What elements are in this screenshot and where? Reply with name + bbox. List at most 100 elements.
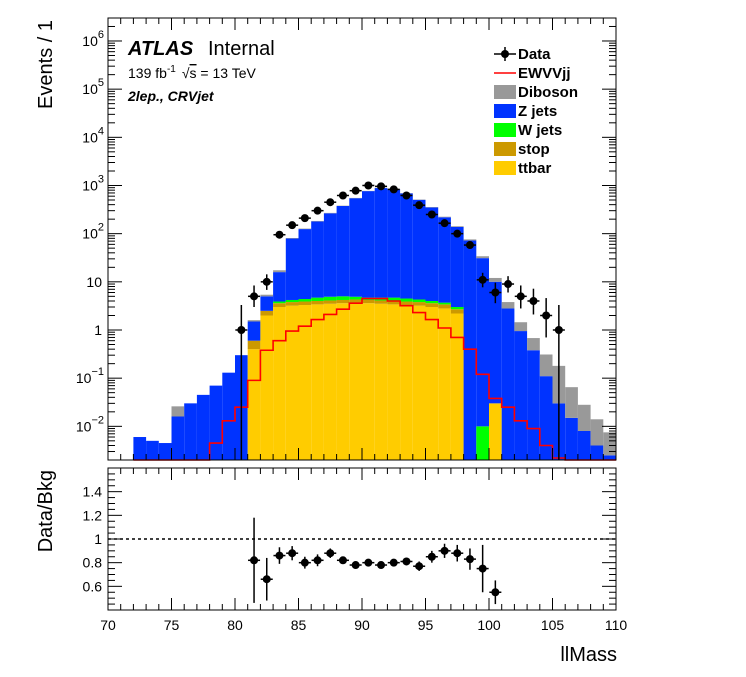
ratio-point xyxy=(479,565,487,573)
x-tick-label: 85 xyxy=(291,617,307,633)
legend-label: Diboson xyxy=(518,84,578,101)
hist-bin-z-jets xyxy=(146,441,159,460)
hist-bin-stop xyxy=(451,309,464,313)
hist-bin-stop xyxy=(375,300,388,303)
ratio-point xyxy=(453,549,461,557)
ratio-point xyxy=(288,549,296,557)
hist-bin-z-jets xyxy=(197,395,210,460)
hist-bin-z-jets xyxy=(159,443,172,460)
legend-swatch-z-jets xyxy=(494,104,516,118)
data-point xyxy=(390,185,398,193)
hist-bin-ttbar xyxy=(248,349,261,460)
hist-bin-diboson xyxy=(502,302,515,308)
sqrt-argument: s xyxy=(190,65,197,81)
hist-bin-stop xyxy=(400,302,413,305)
data-point xyxy=(466,241,474,249)
hist-bin-ttbar xyxy=(413,306,426,460)
hist-bin-diboson xyxy=(540,354,553,376)
data-point xyxy=(364,181,372,189)
hist-bin-z-jets xyxy=(286,239,299,300)
region-label: 2lep., CRVjet xyxy=(127,88,215,104)
hist-bin-diboson xyxy=(565,387,578,418)
atlas-logo-text: ATLAS xyxy=(127,38,194,60)
ratio-points xyxy=(108,518,616,604)
main-y-tick-label: 103 xyxy=(82,173,104,193)
hist-bin-stop xyxy=(413,302,426,306)
data-point xyxy=(377,182,385,190)
hist-bin-z-jets xyxy=(540,376,553,460)
hist-bin-z-jets xyxy=(260,296,273,311)
data-point xyxy=(263,278,271,286)
hist-bin-z-jets xyxy=(210,386,223,460)
ratio-point xyxy=(428,553,436,561)
hist-bin-stop xyxy=(299,302,312,305)
data-point xyxy=(441,219,449,227)
ratio-point xyxy=(415,562,423,570)
legend-label: ttbar xyxy=(518,160,551,177)
hist-bin-w-jets xyxy=(299,299,312,302)
atlas-status-text: Internal xyxy=(208,38,275,60)
hist-bin-ttbar xyxy=(400,305,413,460)
ratio-point xyxy=(352,561,360,569)
hist-bin-diboson xyxy=(578,405,591,431)
ratio-point xyxy=(301,559,309,567)
data-point xyxy=(288,221,296,229)
hist-bin-diboson xyxy=(527,338,540,350)
hist-bin-z-jets xyxy=(387,189,400,297)
hist-bin-ttbar xyxy=(286,306,299,460)
hist-bin-z-jets xyxy=(273,272,286,301)
hist-bin-w-jets xyxy=(337,296,350,300)
hist-bin-stop xyxy=(438,304,451,308)
hist-bin-ttbar xyxy=(324,304,337,460)
hist-bin-diboson xyxy=(248,320,261,321)
x-tick-label: 110 xyxy=(605,617,628,633)
hist-bin-diboson xyxy=(260,295,273,297)
hist-bin-z-jets xyxy=(502,308,515,460)
x-tick-label: 90 xyxy=(354,617,370,633)
hist-bin-diboson xyxy=(438,217,451,218)
hist-bin-w-jets xyxy=(476,426,489,460)
hist-bin-stop xyxy=(324,300,337,303)
data-point xyxy=(453,230,461,238)
legend-label: Data xyxy=(518,46,551,63)
data-point xyxy=(275,231,283,239)
legend-swatch-diboson xyxy=(494,85,516,99)
hist-bin-ttbar xyxy=(311,304,324,460)
data-point xyxy=(237,326,245,334)
ratio-point xyxy=(326,549,334,557)
hist-bin-stop xyxy=(260,311,273,316)
ratio-point xyxy=(314,556,322,564)
hist-bin-z-jets xyxy=(184,403,197,460)
hist-bin-z-jets xyxy=(337,206,350,296)
main-y-tick-label: 10−2 xyxy=(76,414,104,434)
ratio-point xyxy=(466,555,474,563)
hist-bin-ttbar xyxy=(362,303,375,460)
hist-bin-ttbar xyxy=(438,308,451,460)
x-tick-label: 95 xyxy=(418,617,434,633)
legend-label: Z jets xyxy=(518,103,557,120)
data-point xyxy=(555,326,563,334)
data-point xyxy=(326,198,334,206)
hist-bin-stop xyxy=(426,303,439,307)
hist-bin-z-jets xyxy=(426,208,439,301)
data-point xyxy=(542,311,550,319)
main-y-tick-label: 10 xyxy=(86,274,102,290)
hist-bin-diboson xyxy=(514,322,527,331)
ratio-point xyxy=(390,559,398,567)
lumi-exponent: -1 xyxy=(167,64,176,75)
data-point xyxy=(301,214,309,222)
hist-bin-ttbar xyxy=(489,403,502,460)
legend-label: W jets xyxy=(518,122,562,139)
data-point xyxy=(314,207,322,215)
hist-bin-z-jets xyxy=(413,200,426,300)
legend-label: EWVVjj xyxy=(518,65,571,82)
hist-bin-z-jets xyxy=(514,331,527,460)
energy-text: = 13 TeV xyxy=(197,65,257,81)
hist-bin-diboson xyxy=(489,278,502,282)
hist-bin-diboson xyxy=(591,419,604,445)
ratio-point xyxy=(377,561,385,569)
hist-bin-ttbar xyxy=(375,304,388,460)
data-point xyxy=(428,210,436,218)
hist-bin-z-jets xyxy=(299,229,312,299)
